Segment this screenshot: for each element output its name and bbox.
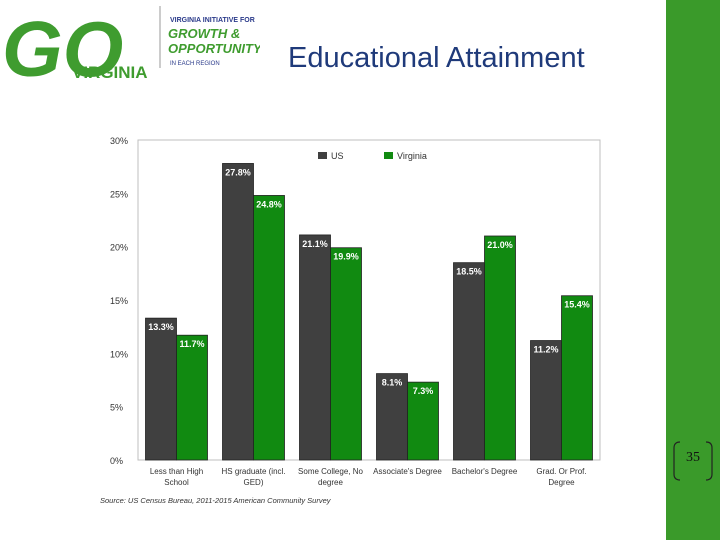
legend-swatch-us — [318, 152, 327, 159]
x-tick-label: Some College, No — [298, 467, 363, 476]
bar-us — [376, 373, 408, 461]
data-label: 11.2% — [533, 345, 558, 355]
x-tick-label: School — [164, 478, 189, 487]
x-tick-label: Associate's Degree — [373, 467, 442, 476]
data-label: 18.5% — [456, 267, 482, 277]
data-label: 15.4% — [564, 300, 590, 310]
bar-us — [299, 234, 331, 461]
x-tick-label: Less than High — [150, 467, 203, 476]
legend-label-virginia: Virginia — [397, 151, 427, 161]
data-label: 24.8% — [256, 199, 282, 209]
bar-us — [453, 262, 485, 461]
bar-us — [530, 340, 562, 461]
slide-title: Educational Attainment — [288, 42, 585, 74]
logo-initiative-text: VIRGINIA INITIATIVE FOR — [170, 17, 255, 24]
data-label: 19.9% — [333, 252, 359, 262]
data-label: 8.1% — [382, 378, 403, 388]
x-tick-label: Grad. Or Prof. — [536, 467, 586, 476]
bar-virginia — [330, 247, 362, 461]
x-tick-label: GED) — [244, 478, 264, 487]
page-number: 35 — [686, 450, 700, 465]
bar-chart-svg: 0% 5% 10% 15% 20% 25% 30% 13.3% 11.7% Less than H… — [100, 136, 601, 505]
bar-virginia — [176, 334, 208, 461]
data-label: 21.1% — [302, 239, 328, 249]
x-tick-label: Degree — [548, 478, 575, 487]
data-label: 13.3% — [148, 322, 174, 332]
bar-virginia — [253, 195, 285, 461]
y-tick-label: 15% — [110, 296, 128, 306]
right-accent-bar — [666, 0, 720, 540]
chart-source: Source: US Census Bureau, 2011-2015 Amer… — [100, 496, 332, 505]
bar-virginia — [407, 381, 439, 461]
bar-virginia — [561, 295, 593, 461]
y-tick-label: 10% — [110, 349, 128, 359]
y-tick-label: 20% — [110, 243, 128, 253]
x-tick-label: HS graduate (incl. — [221, 467, 285, 476]
bar-us — [145, 317, 177, 461]
logo-opportunity-text: OPPORTUNITY — [168, 41, 260, 56]
x-tick-label: degree — [318, 478, 343, 487]
legend-label-us: US — [331, 151, 344, 161]
bar-us — [222, 163, 254, 461]
x-tick-label: Bachelor's Degree — [452, 467, 518, 476]
y-tick-label: 25% — [110, 189, 128, 199]
y-tick-label: 30% — [110, 136, 128, 146]
logo-go-text: GO — [2, 5, 123, 90]
legend-swatch-virginia — [384, 152, 393, 159]
data-label: 11.7% — [179, 339, 204, 349]
page-number-brackets — [672, 440, 714, 482]
logo-virginia-text: VIRGINIA — [72, 63, 148, 82]
bar-chart: 0% 5% 10% 15% 20% 25% 30% 13.3% 11.7% Less than H… — [94, 130, 606, 510]
y-tick-label: 5% — [110, 403, 123, 413]
logo-region-text: IN EACH REGION — [170, 61, 220, 67]
y-tick-label: 0% — [110, 456, 123, 466]
bar-virginia — [484, 235, 516, 461]
data-label: 7.3% — [413, 386, 434, 396]
go-virginia-logo: GO VIRGINIA VIRGINIA INITIATIVE FOR GROW… — [0, 0, 263, 93]
logo-growth-text: GROWTH & — [168, 26, 240, 41]
plot-area — [137, 139, 601, 461]
data-label: 27.8% — [225, 167, 251, 177]
data-label: 21.0% — [487, 240, 513, 250]
